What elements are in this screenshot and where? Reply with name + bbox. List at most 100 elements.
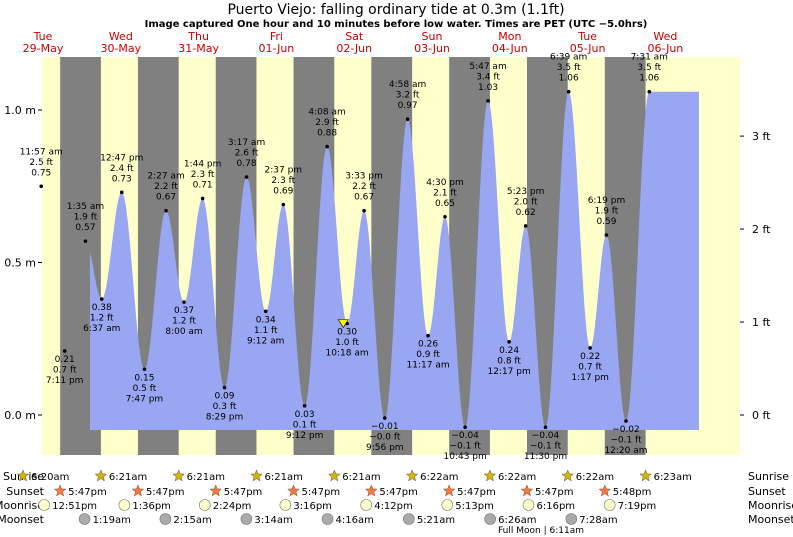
tide-label-time: 11:30 pm (524, 452, 567, 462)
moonset-icon (240, 513, 253, 525)
tide-label-time: 7:47 pm (126, 394, 164, 404)
sunset-time: 5:47pm (535, 487, 574, 498)
tide-label-ft: 2.3 ft (271, 176, 295, 186)
moonset-time: 2:15am (173, 515, 211, 526)
tide-label-m: 0.73 (112, 174, 132, 184)
tide-label-time: 1:17 pm (571, 373, 609, 383)
tide-label-m: −0.04 (451, 431, 479, 441)
tide-label-ft: 2.0 ft (514, 197, 538, 207)
day-date: 01-Jun (259, 42, 295, 55)
sunset-icon (287, 484, 300, 497)
tide-label-m: 0.75 (31, 168, 51, 178)
day-date: 03-Jun (414, 42, 450, 55)
tide-point (588, 346, 592, 350)
day-date: 30-May (100, 42, 141, 55)
tide-label-m: −0.01 (371, 422, 399, 432)
tide-label-ft: −0.0 ft (369, 433, 401, 443)
tide-label-time: 4:30 pm (426, 178, 464, 188)
full-moon-label: Full Moon | 6:11am (498, 526, 584, 536)
moonrise-time: 12:51pm (52, 501, 97, 512)
moonset-time: 5:21am (417, 515, 455, 526)
tide-point (523, 224, 528, 228)
tide-label-ft: 2.2 ft (154, 182, 178, 192)
tide-label-m: 0.15 (134, 373, 154, 383)
tide-label-m: 1.06 (559, 74, 579, 84)
tide-label-ft: 2.1 ft (433, 188, 457, 198)
tide-point (443, 214, 447, 219)
tide-label-time: 5:23 pm (507, 187, 545, 197)
tide-label-ft: 0.5 ft (133, 384, 157, 394)
tide-label-time: 11:57 am (20, 147, 63, 157)
y-tick-label-right: 0 ft (752, 409, 771, 422)
axis-ticks: 0.0 m 0.5 m 1.0 m 0 ft 1 ft 2 ft 3 ft (4, 104, 771, 422)
tide-point (182, 300, 186, 304)
tide-point (624, 419, 628, 423)
day-name: Thu (187, 30, 209, 43)
tide-label-ft: 0.1 ft (293, 420, 317, 430)
tide-label-m: 1.03 (478, 83, 498, 93)
tide-label-ft: 3.2 ft (396, 91, 420, 101)
tide-label-m: −0.04 (532, 431, 560, 441)
current-tide-marker (337, 319, 349, 329)
sunrise-icon (405, 469, 419, 482)
tide-label-ft: 1.0 ft (335, 338, 359, 348)
moonrise-time: 3:16pm (293, 501, 332, 512)
tide-point (200, 196, 205, 201)
tide-label-m: 0.65 (435, 199, 455, 209)
sunrise-time: 6:21am (187, 472, 225, 483)
tide-label-time: 5:47 am (469, 62, 506, 72)
tide-label-time: 9:12 pm (286, 431, 324, 441)
tide-label-ft: 1.9 ft (74, 213, 98, 223)
tide-label-m: 0.59 (596, 217, 616, 227)
tide-point (362, 208, 366, 213)
tide-label-ft: 1.9 ft (595, 207, 619, 217)
tide-point (566, 89, 571, 94)
moonset-label-right: Moonset (748, 513, 793, 526)
moonrise-time: 7:19pm (618, 501, 657, 512)
sunset-icon (442, 484, 456, 497)
tide-label-ft: 0.8 ft (497, 356, 521, 366)
tide-label-ft: 1.1 ft (254, 326, 278, 336)
tide-label-ft: 0.9 ft (416, 350, 440, 360)
tide-label-ft: 2.6 ft (235, 149, 259, 159)
sunset-time: 5:47pm (457, 487, 496, 498)
moonrise-icon (38, 499, 50, 511)
sunset-time: 5:48pm (613, 487, 652, 498)
astro-rows: SunriseSunrise6:20am6:21am6:21am6:21am6:… (0, 469, 793, 536)
sunrise-icon (561, 469, 575, 482)
tide-label-time: 7:31 am (631, 53, 668, 63)
tide-point (83, 239, 88, 243)
day-date: 04-Jun (492, 42, 528, 55)
tide-label-m: 0.34 (256, 315, 276, 325)
day-name: Tue (33, 30, 53, 43)
tide-point (463, 425, 467, 430)
tide-label-time: 6:19 pm (588, 196, 626, 206)
moonrise-icon (441, 499, 454, 511)
sunrise-time: 6:22am (420, 472, 458, 483)
day-band (42, 57, 61, 455)
sunrise-time: 6:22am (498, 472, 536, 483)
tide-label-m: 1.06 (639, 74, 659, 84)
sunset-icon (364, 484, 378, 497)
tide-label-time: 10:18 am (326, 349, 369, 359)
y-tick-label-right: 1 ft (752, 316, 771, 329)
sunset-icon (209, 484, 223, 497)
sunrise-icon (483, 469, 497, 482)
sunset-icon (598, 484, 612, 497)
tide-point (302, 404, 307, 408)
tide-label-time: 2:37 pm (265, 166, 303, 176)
tide-label-time: 12:20 am (604, 446, 647, 456)
day-name: Sun (422, 30, 443, 43)
sunset-time: 5:47pm (224, 487, 263, 498)
tide-label-time: 1:35 am (67, 202, 104, 212)
tide-point (405, 117, 410, 121)
day-date: 02-Jun (336, 42, 372, 55)
tide-point (263, 309, 268, 314)
tide-label-time: 9:56 pm (366, 443, 404, 453)
tide-label-ft: 2.2 ft (352, 182, 376, 192)
tide-label-m: 0.24 (499, 346, 519, 356)
day-date: 06-Jun (648, 42, 684, 55)
tide-label-ft: 2.3 ft (191, 170, 215, 180)
tide-label-ft: 3.5 ft (637, 63, 661, 73)
tide-label-m: 0.67 (354, 193, 374, 203)
